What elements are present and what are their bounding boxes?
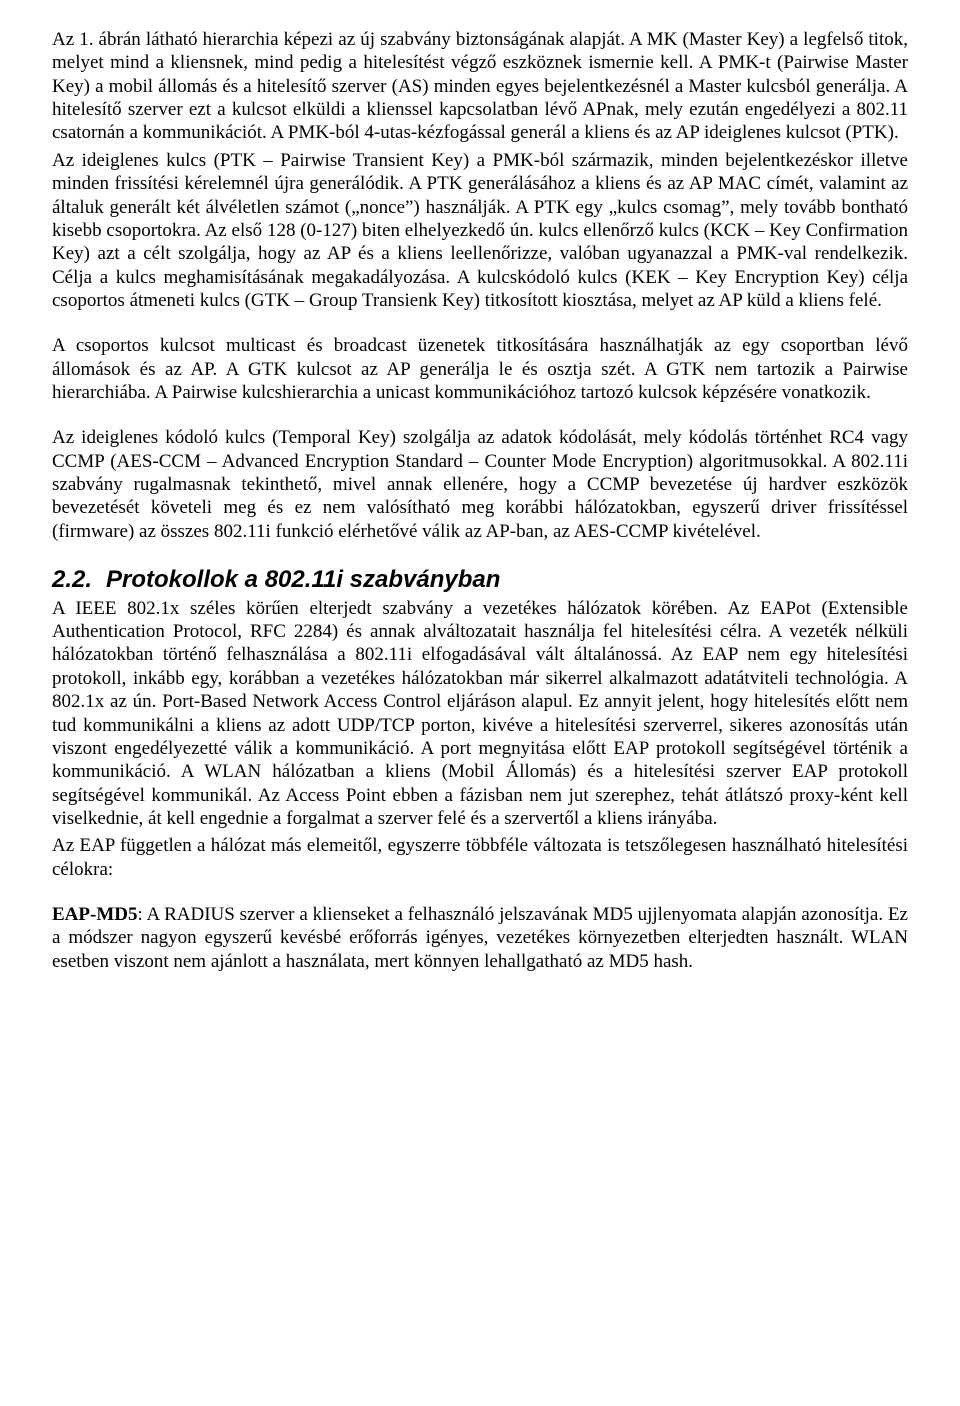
paragraph-2: Az ideiglenes kulcs (PTK – Pairwise Tran…	[52, 149, 908, 313]
document-page: Az 1. ábrán látható hierarchia képezi az…	[0, 0, 960, 1406]
paragraph-4: Az ideiglenes kódoló kulcs (Temporal Key…	[52, 426, 908, 543]
section-number: 2.2.	[52, 565, 106, 595]
paragraph-5: A IEEE 802.1x széles körűen elterjedt sz…	[52, 597, 908, 831]
paragraph-1: Az 1. ábrán látható hierarchia képezi az…	[52, 28, 908, 145]
section-title: Protokollok a 802.11i szabványban	[106, 566, 500, 593]
eap-md5-label: EAP-MD5	[52, 904, 137, 925]
paragraph-7: EAP-MD5: A RADIUS szerver a klienseket a…	[52, 903, 908, 973]
eap-md5-body: : A RADIUS szerver a klienseket a felhas…	[52, 904, 908, 972]
paragraph-6: Az EAP független a hálózat más elemeitől…	[52, 834, 908, 881]
paragraph-3: A csoportos kulcsot multicast és broadca…	[52, 334, 908, 404]
section-heading: 2.2.Protokollok a 802.11i szabványban	[52, 565, 908, 595]
